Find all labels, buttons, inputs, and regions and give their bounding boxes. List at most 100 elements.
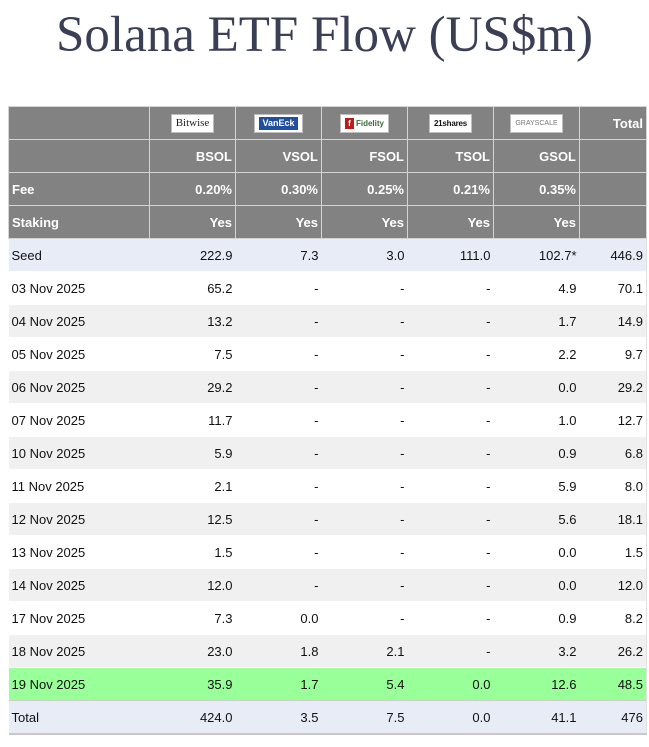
- seed-row: Seed 222.9 7.3 3.0 111.0 102.7* 446.9: [8, 238, 647, 272]
- row-label: 19 Nov 2025: [8, 667, 150, 701]
- row-total-cell: 8.2: [579, 601, 647, 635]
- total-row: Total 424.0 3.5 7.5 0.0 41.1 476: [8, 700, 647, 735]
- flow-value-cell: 111.0: [407, 238, 494, 272]
- issuer-grayscale: GRAYSCALE: [493, 106, 580, 140]
- staking-cell: Yes: [407, 205, 494, 239]
- flow-value-cell: 3.5: [235, 700, 322, 735]
- flow-value-cell: 1.7: [235, 667, 322, 701]
- flow-value-cell: 7.5: [321, 700, 408, 735]
- flow-value-cell: 0.0: [407, 700, 494, 735]
- 21shares-logo: 21shares: [428, 113, 473, 133]
- row-label: Total: [8, 700, 150, 735]
- issuer-fidelity: f Fidelity: [321, 106, 408, 140]
- ticker-cell: VSOL: [235, 139, 322, 173]
- etf-flow-table: Bitwise VanEck f Fidelity 21shares GRAYSC…: [8, 106, 647, 735]
- flow-value-cell: 1.7: [493, 304, 580, 338]
- flow-value-cell: -: [407, 469, 494, 503]
- row-total-cell: 12.0: [579, 568, 647, 602]
- flow-value-cell: 0.0: [235, 601, 322, 635]
- total-column-header: Total: [579, 106, 647, 140]
- issuer-bitwise: Bitwise: [149, 106, 236, 140]
- table-row: 19 Nov 2025 35.9 1.7 5.4 0.0 12.6 48.5: [8, 667, 647, 701]
- row-label: 18 Nov 2025: [8, 634, 150, 668]
- table-row: 13 Nov 2025 1.5- - -0.0 1.5: [8, 535, 647, 569]
- row-label: 04 Nov 2025: [8, 304, 150, 338]
- row-total-cell: 446.9: [579, 238, 647, 272]
- staking-cell: Yes: [493, 205, 580, 239]
- flow-value-cell: 2.1: [321, 634, 408, 668]
- flow-value-cell: 2.2: [493, 337, 580, 371]
- flow-value-cell: 3.2: [493, 634, 580, 668]
- row-label: 17 Nov 2025: [8, 601, 150, 635]
- flow-value-cell: -: [407, 370, 494, 404]
- flow-value-cell: 0.9: [493, 436, 580, 470]
- row-total-cell: 6.8: [579, 436, 647, 470]
- table-row: 03 Nov 2025 65.2- - -4.9 70.1: [8, 271, 647, 305]
- flow-value-cell: 0.0: [493, 568, 580, 602]
- ticker-cell: BSOL: [149, 139, 236, 173]
- flow-value-cell: 65.2: [149, 271, 236, 305]
- flow-value-cell: -: [407, 271, 494, 305]
- row-label: 14 Nov 2025: [8, 568, 150, 602]
- flow-value-cell: -: [321, 337, 408, 371]
- flow-value-cell: 0.0: [407, 667, 494, 701]
- row-total-cell: 1.5: [579, 535, 647, 569]
- row-label: 13 Nov 2025: [8, 535, 150, 569]
- flow-value-cell: 2.1: [149, 469, 236, 503]
- flow-value-cell: 1.5: [149, 535, 236, 569]
- row-label: 11 Nov 2025: [8, 469, 150, 503]
- vaneck-logo: VanEck: [254, 113, 303, 133]
- flow-value-cell: -: [321, 403, 408, 437]
- staking-row: Staking Yes Yes Yes Yes Yes: [8, 205, 647, 239]
- fee-cell: 0.30%: [235, 172, 322, 206]
- table-row: 07 Nov 2025 11.7- - -1.0 12.7: [8, 403, 647, 437]
- flow-value-cell: -: [235, 502, 322, 536]
- flow-value-cell: 1.0: [493, 403, 580, 437]
- fee-total-blank: [579, 172, 647, 206]
- fee-cell: 0.35%: [493, 172, 580, 206]
- table-row: 10 Nov 2025 5.9- - -0.9 6.8: [8, 436, 647, 470]
- flow-value-cell: 424.0: [149, 700, 236, 735]
- flow-value-cell: -: [407, 535, 494, 569]
- flow-value-cell: 7.5: [149, 337, 236, 371]
- staking-cell: Yes: [321, 205, 408, 239]
- row-label: 05 Nov 2025: [8, 337, 150, 371]
- flow-value-cell: -: [321, 436, 408, 470]
- row-total-cell: 9.7: [579, 337, 647, 371]
- totals: Total 424.0 3.5 7.5 0.0 41.1 476: [8, 700, 647, 735]
- flow-value-cell: 23.0: [149, 634, 236, 668]
- table-row: 05 Nov 2025 7.5- - -2.2 9.7: [8, 337, 647, 371]
- table-row: 12 Nov 2025 12.5- - -5.6 18.1: [8, 502, 647, 536]
- flow-value-cell: -: [321, 535, 408, 569]
- flow-value-cell: -: [321, 370, 408, 404]
- flow-value-cell: 12.6: [493, 667, 580, 701]
- row-total-cell: 476: [579, 700, 647, 735]
- row-total-cell: 70.1: [579, 271, 647, 305]
- flow-value-cell: -: [235, 337, 322, 371]
- fee-row: Fee 0.20% 0.30% 0.25% 0.21% 0.35%: [8, 172, 647, 206]
- table-row: 11 Nov 2025 2.1- - -5.9 8.0: [8, 469, 647, 503]
- flow-value-cell: -: [321, 304, 408, 338]
- flow-value-cell: 3.0: [321, 238, 408, 272]
- fee-cell: 0.25%: [321, 172, 408, 206]
- ticker-cell: FSOL: [321, 139, 408, 173]
- flow-value-cell: 29.2: [149, 370, 236, 404]
- flow-value-cell: -: [407, 502, 494, 536]
- issuer-vaneck: VanEck: [235, 106, 322, 140]
- flow-value-cell: -: [321, 271, 408, 305]
- row-total-cell: 18.1: [579, 502, 647, 536]
- table-row: 04 Nov 2025 13.2- - -1.7 14.9: [8, 304, 647, 338]
- flow-value-cell: 0.0: [493, 535, 580, 569]
- flow-value-cell: 222.9: [149, 238, 236, 272]
- header-corner: [8, 106, 150, 140]
- row-total-cell: 48.5: [579, 667, 647, 701]
- grayscale-logo: GRAYSCALE: [510, 113, 563, 133]
- flow-value-cell: -: [235, 436, 322, 470]
- fee-cell: 0.20%: [149, 172, 236, 206]
- flow-value-cell: 12.5: [149, 502, 236, 536]
- flow-value-cell: -: [407, 337, 494, 371]
- row-label: 07 Nov 2025: [8, 403, 150, 437]
- flow-value-cell: -: [235, 535, 322, 569]
- flow-value-cell: -: [235, 304, 322, 338]
- flow-value-cell: -: [235, 403, 322, 437]
